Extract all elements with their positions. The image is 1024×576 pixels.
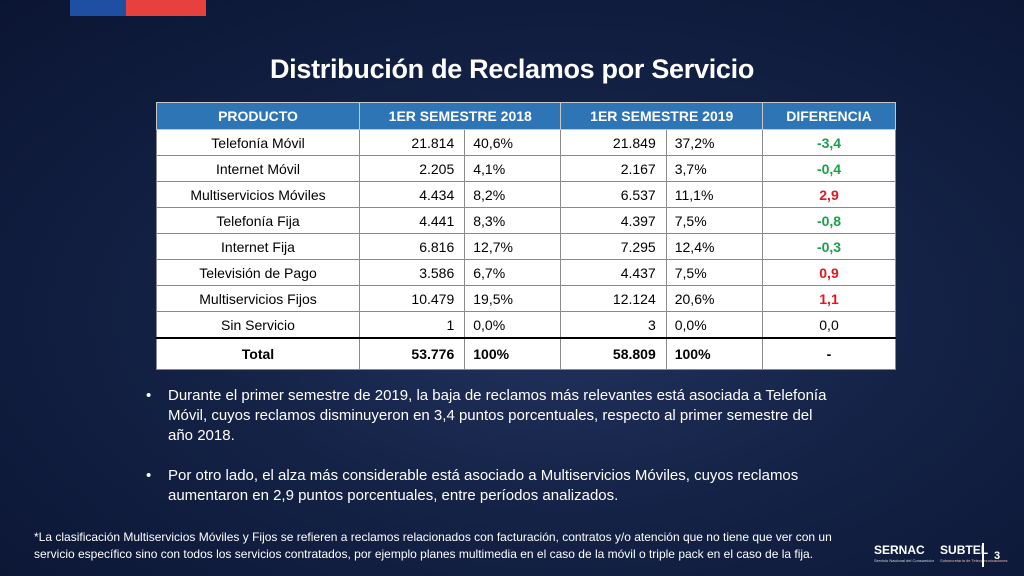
cell-percent-2018: 19,5% [464,285,562,312]
table-row: Sin Servicio 1 0,0% 3 0,0% 0,0 [156,311,896,339]
table-row: Multiservicios Móviles 4.434 8,2% 6.537 11,1… [156,181,896,208]
table-total-row: Total 53.776 100% 58.809 100% - [156,337,896,370]
cell-producto: Telefonía Móvil [156,129,360,156]
cell-value-2018: 4.434 [358,181,466,208]
cell-diferencia: 0,0 [762,311,896,339]
cell-producto: Multiservicios Móviles [156,181,360,208]
table-body: Telefonía Móvil 21.814 40,6% 21.849 37,2% -3,… [156,129,896,370]
cell-value-2018: 21.814 [358,129,466,156]
cell-producto: Multiservicios Fijos [156,285,360,312]
bullet-text: Por otro lado, el alza más considerable … [168,467,799,504]
table-row: Televisión de Pago 3.586 6,7% 4.437 7,5% 0,9 [156,259,896,286]
sernac-logo: SERNAC Servicio Nacional del Consumidor [874,543,934,563]
bullet-item: • Durante el primer semestre de 2019, la… [146,386,836,446]
cell-percent-2018: 100% [464,337,562,370]
cell-value-2019: 6.537 [560,181,667,208]
cell-percent-2018: 8,2% [464,181,562,208]
cell-percent-2018: 40,6% [464,129,562,156]
cell-percent-2019: 20,6% [665,285,764,312]
cell-value-2018: 6.816 [358,233,466,260]
logos: SERNAC Servicio Nacional del Consumidor … [874,543,1014,563]
cell-percent-2019: 0,0% [665,311,764,339]
sernac-logo-name: SERNAC [874,543,925,557]
cell-value-2018: 10.479 [358,285,466,312]
cell-value-2018: 4.441 [358,207,466,234]
cell-percent-2018: 12,7% [464,233,562,260]
cell-producto: Televisión de Pago [156,259,360,286]
subtel-logo-tag: Subsecretaría de Telecomunicaciones [940,558,1008,563]
cell-percent-2019: 3,7% [665,155,764,182]
cell-percent-2018: 4,1% [464,155,562,182]
cell-percent-2019: 100% [665,337,764,370]
cell-value-2018: 3.586 [358,259,466,286]
flag-stripe [70,0,206,16]
table-row: Internet Fija 6.816 12,7% 7.295 12,4% -0,3 [156,233,896,260]
table-row: Internet Móvil 2.205 4,1% 2.167 3,7% -0,4 [156,155,896,182]
cell-diferencia: -0,4 [762,155,896,182]
flag-red [126,0,206,16]
cell-value-2019: 4.437 [560,259,667,286]
cell-diferencia: -0,8 [762,207,896,234]
header-2018: 1ER SEMESTRE 2018 [358,102,562,130]
bullet-list: • Durante el primer semestre de 2019, la… [146,386,836,526]
header-diferencia: DIFERENCIA [762,102,896,130]
cell-percent-2019: 7,5% [665,207,764,234]
cell-diferencia: 1,1 [762,285,896,312]
cell-producto: Sin Servicio [156,311,360,339]
cell-value-2019: 21.849 [560,129,667,156]
subtel-logo-name: SUBTEL [940,543,989,557]
cell-value-2019: 7.295 [560,233,667,260]
cell-producto: Internet Fija [156,233,360,260]
table-row: Telefonía Fija 4.441 8,3% 4.397 7,5% -0,8 [156,207,896,234]
cell-percent-2018: 6,7% [464,259,562,286]
cell-value-2019: 12.124 [560,285,667,312]
cell-value-2019: 3 [560,311,667,339]
cell-producto: Telefonía Fija [156,207,360,234]
logo-separator [982,543,984,567]
cell-diferencia: 2,9 [762,181,896,208]
cell-producto: Internet Móvil [156,155,360,182]
sernac-logo-tag: Servicio Nacional del Consumidor [874,558,935,563]
footnote: *La clasificación Multiservicios Móviles… [34,530,832,561]
cell-percent-2018: 0,0% [464,311,562,339]
cell-diferencia: - [762,337,896,370]
table-row: Telefonía Móvil 21.814 40,6% 21.849 37,2% -3,… [156,129,896,156]
complaints-table: PRODUCTO 1ER SEMESTRE 2018 1ER SEMESTRE … [156,102,896,370]
cell-percent-2019: 37,2% [665,129,764,156]
cell-percent-2019: 7,5% [665,259,764,286]
cell-value-2019: 2.167 [560,155,667,182]
flag-blue [70,0,126,16]
cell-diferencia: -3,4 [762,129,896,156]
header-producto: PRODUCTO [156,102,360,130]
bullet-marker: • [146,387,152,404]
cell-value-2019: 4.397 [560,207,667,234]
page-title: Distribución de Reclamos por Servicio [269,54,755,84]
subtel-logo: SUBTEL Subsecretaría de Telecomunicacion… [940,543,1008,563]
table-row: Multiservicios Fijos 10.479 19,5% 12.124 20,… [156,285,896,312]
header-2019: 1ER SEMESTRE 2019 [560,102,763,130]
cell-value-2019: 58.809 [560,337,667,370]
page-number: 3 [994,550,1001,562]
cell-producto: Total [156,337,360,370]
cell-value-2018: 1 [358,311,466,339]
cell-percent-2019: 12,4% [665,233,764,260]
cell-value-2018: 2.205 [358,155,466,182]
table-header-row: PRODUCTO 1ER SEMESTRE 2018 1ER SEMESTRE … [156,102,896,130]
cell-value-2018: 53.776 [358,337,466,370]
cell-diferencia: 0,9 [762,259,896,286]
bullet-item: • Por otro lado, el alza más considerabl… [146,466,836,506]
cell-diferencia: -0,3 [762,233,896,260]
cell-percent-2019: 11,1% [665,181,764,208]
bullet-marker: • [146,467,152,484]
bullet-text: Durante el primer semestre de 2019, la b… [168,387,827,444]
cell-percent-2018: 8,3% [464,207,562,234]
